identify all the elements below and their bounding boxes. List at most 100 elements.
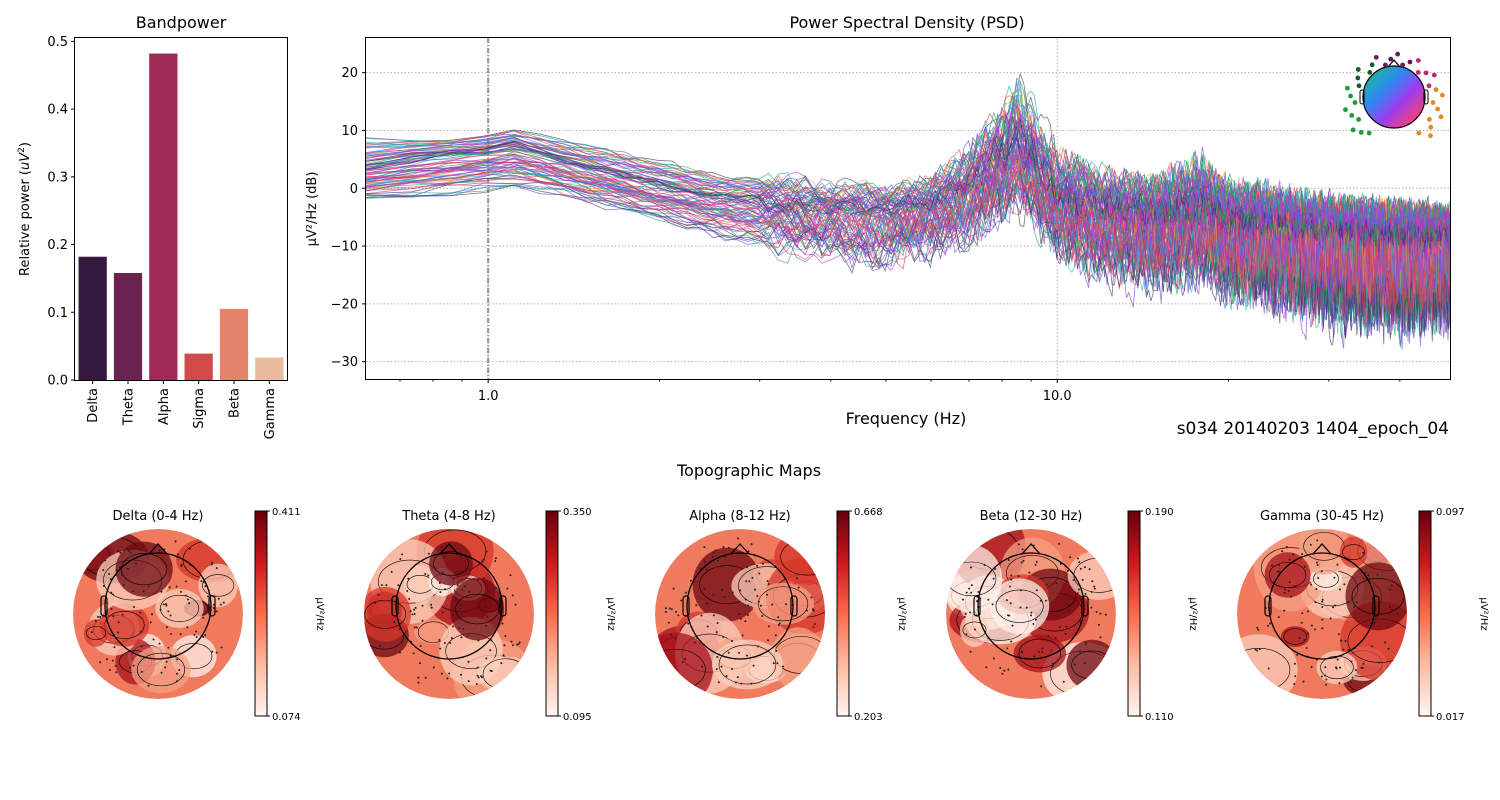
- sensor-dot: [1298, 637, 1301, 640]
- sensor-dot: [1315, 561, 1318, 564]
- sensor-dot: [711, 555, 714, 558]
- sensor-dot: [222, 601, 225, 604]
- sensor-dot: [774, 634, 777, 637]
- sensor-dot: [1030, 611, 1033, 614]
- colorbar-min-label: 0.110: [1145, 712, 1174, 723]
- sensor-dot: [108, 668, 111, 671]
- ylabel-unit: uV: [18, 152, 33, 170]
- sensor-dot: [102, 584, 105, 587]
- contour-line: [1342, 544, 1365, 561]
- sensor-dot: [1045, 583, 1048, 586]
- sensor-dot: [720, 665, 723, 668]
- sensor-dot: [1350, 660, 1353, 663]
- sensor-dot: [1011, 624, 1014, 627]
- topomap-blob: [429, 541, 473, 586]
- sensor-dot: [441, 611, 444, 614]
- bar-xtick-label: Alpha: [157, 388, 172, 425]
- topomap-blob: [990, 578, 1050, 635]
- topomap-blob: [1339, 536, 1368, 568]
- sensor-dot: [97, 615, 100, 618]
- sensor-dot: [159, 608, 162, 611]
- sensor-dot: [1035, 560, 1038, 563]
- sensor-dot: [1050, 649, 1053, 652]
- sensor-dot: [490, 670, 493, 673]
- colorbar-unit-label: µV²/Hz: [314, 597, 325, 630]
- sensor-dot: [430, 606, 433, 609]
- sensor-dot: [1337, 633, 1340, 636]
- sensor-dot: [165, 604, 168, 607]
- sensor-dot: [705, 568, 708, 571]
- sensor-dot: [766, 580, 769, 583]
- sensor-dot: [1025, 606, 1028, 609]
- sensor-dot: [424, 572, 427, 575]
- sensor-dot: [459, 607, 462, 610]
- sensor-dot: [1066, 569, 1069, 572]
- sensor-dot: [147, 585, 150, 588]
- topomap-field: [364, 529, 534, 699]
- sensor-dot: [397, 584, 400, 587]
- sensor-dot: [1316, 539, 1319, 542]
- sensor-dot: [164, 666, 167, 669]
- sensor-dot: [210, 563, 213, 566]
- sensor-dot: [759, 604, 762, 607]
- sensor-dot: [775, 649, 778, 652]
- sensor-dot: [1278, 570, 1281, 573]
- colorbar-unit-label: µV²/Hz: [1187, 597, 1198, 630]
- ear-left-icon: [973, 595, 981, 617]
- sensor-dot: [108, 572, 111, 575]
- sensor-dot: [712, 593, 715, 596]
- sensor-dot: [1438, 114, 1444, 120]
- sensor-dot: [739, 589, 742, 592]
- sensor-dot: [1303, 565, 1306, 568]
- sensor-dot: [485, 550, 488, 553]
- ylabel-close: ): [18, 142, 33, 147]
- sensor-dot: [706, 625, 709, 628]
- sensor-dot: [219, 603, 222, 606]
- sensor-dot: [1415, 69, 1421, 75]
- sensor-dot: [1313, 628, 1316, 631]
- sensor-dot: [139, 611, 142, 614]
- sensor-dot: [424, 676, 427, 679]
- topomap-blob: [115, 541, 173, 597]
- sensor-dot: [1041, 651, 1044, 654]
- sensor-dot: [731, 591, 734, 594]
- sensor-dot: [1084, 642, 1087, 645]
- colorbar-unit-label: µV²/Hz: [605, 597, 616, 630]
- sensor-dot: [1367, 574, 1370, 577]
- sensor-dot: [1301, 553, 1304, 556]
- sensor-dot: [1354, 668, 1357, 671]
- sensor-dot: [1020, 651, 1023, 654]
- sensor-dot: [740, 682, 743, 685]
- sensor-dot: [1407, 59, 1413, 65]
- sensor-dot: [129, 551, 132, 554]
- sensor-dot: [413, 613, 416, 616]
- sensor-dot: [1426, 117, 1432, 122]
- sensor-dot: [757, 600, 760, 603]
- sensor-dot: [1059, 562, 1062, 565]
- sensor-dot: [1290, 595, 1293, 598]
- topomap-blob: [1264, 552, 1311, 598]
- sensor-dot: [1296, 653, 1299, 656]
- sensor-dot: [184, 580, 187, 583]
- sensor-dot: [977, 590, 980, 593]
- sensor-dot: [421, 619, 424, 622]
- ear-left-icon: [1264, 595, 1272, 617]
- sensor-dot: [1364, 571, 1367, 574]
- sensor-dot: [193, 633, 196, 636]
- sensor-dot: [961, 598, 964, 601]
- sensor-dot: [169, 614, 172, 617]
- bandpower-axes-frame: [74, 37, 288, 381]
- sensor-dot: [1009, 602, 1012, 605]
- sensor-dot: [1336, 658, 1339, 661]
- sensor-dot: [158, 549, 161, 552]
- sensor-dot: [179, 590, 182, 593]
- head-outline: [395, 552, 503, 660]
- sensor-dot: [716, 559, 719, 562]
- contour-line: [1268, 562, 1307, 588]
- sensor-dot: [466, 635, 469, 638]
- sensor-dot: [180, 563, 183, 566]
- sensor-dot: [1395, 51, 1401, 57]
- sensor-dot: [1058, 626, 1061, 629]
- sensor-dot: [516, 643, 519, 646]
